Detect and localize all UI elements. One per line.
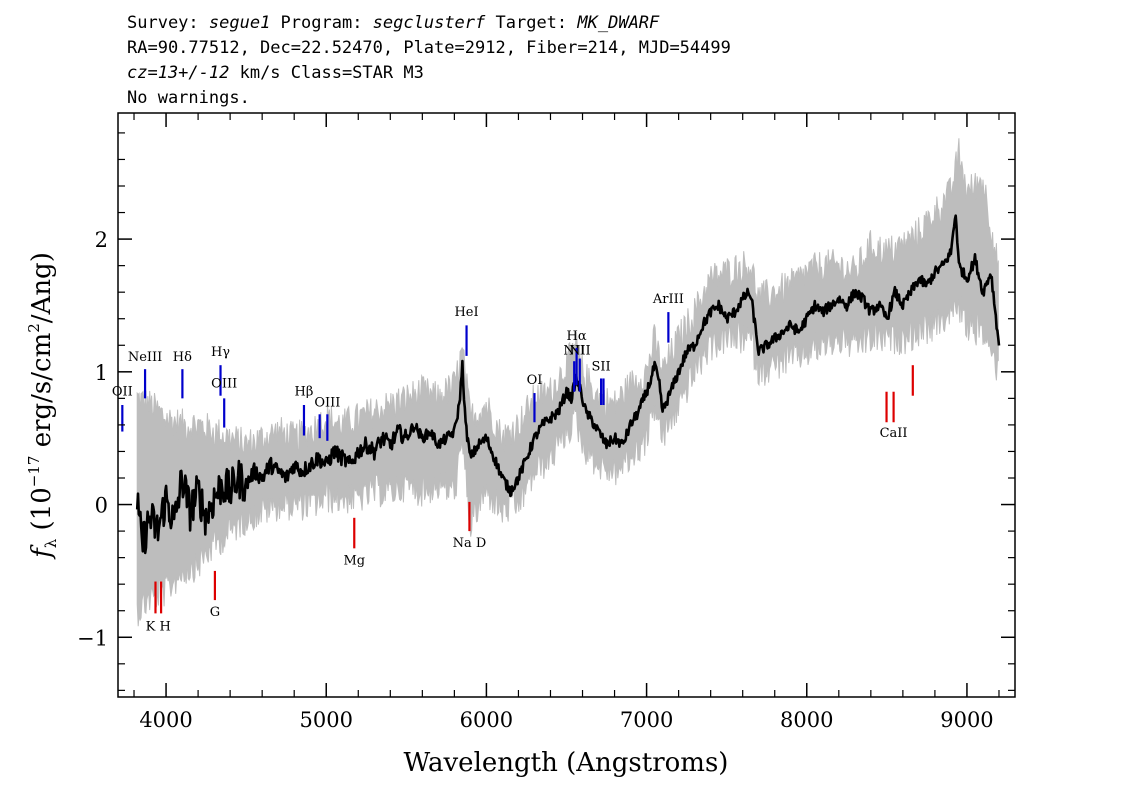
absorption-line-label: Na D <box>453 536 487 551</box>
emission-line-label: OIII <box>314 395 340 410</box>
emission-line-label: NeIII <box>128 350 162 365</box>
x-tick-label: 5000 <box>300 708 353 732</box>
x-tick-label: 8000 <box>780 708 833 732</box>
y-axis-label: fλ (10−17 erg/s/cm2/Ang) <box>25 252 60 560</box>
emission-line-label: ArIII <box>652 292 684 307</box>
absorption-line-label: K H <box>146 620 171 635</box>
emission-line-label: OIII <box>211 377 237 392</box>
emission-line-label: Hα <box>567 329 587 344</box>
emission-line-label: OII <box>112 385 133 400</box>
emission-line-label: NII <box>563 344 585 359</box>
y-tick-label: 2 <box>95 228 108 252</box>
plot-area <box>135 138 1001 627</box>
emission-line-label: NII <box>569 344 591 359</box>
absorption-line-label: G <box>210 605 220 620</box>
emission-line-label: SII <box>592 359 611 374</box>
x-tick-label: 6000 <box>460 708 513 732</box>
flux-line <box>135 214 1001 555</box>
header-line-4: No warnings. <box>127 88 250 108</box>
header-line-3: cz=13+/-12 km/s Class=STAR M3 <box>127 63 424 83</box>
x-tick-label: 4000 <box>139 708 192 732</box>
emission-line-label: Hγ <box>211 345 230 360</box>
y-tick-label: 1 <box>95 361 108 385</box>
emission-line-label: HeI <box>454 305 478 320</box>
x-tick-label: 7000 <box>620 708 673 732</box>
emission-line-label: Hβ <box>295 385 314 400</box>
emission-line-label: OI <box>527 373 543 388</box>
x-axis-label: Wavelength (Angstroms) <box>404 748 729 778</box>
header-line-2: RA=90.77512, Dec=22.52470, Plate=2912, F… <box>127 38 731 58</box>
plot-frame <box>117 112 1016 698</box>
y-tick-label: 0 <box>95 494 108 518</box>
header: Survey: segue1 Program: segclusterf Targ… <box>127 13 731 108</box>
absorption-line-label: Mg <box>343 553 365 568</box>
y-tick-label: −1 <box>77 626 108 650</box>
axis-ticks: 4000 5000 6000 7000 8000 9000 −1 0 1 2 <box>77 113 1015 732</box>
header-line-1: Survey: segue1 Program: segclusterf Targ… <box>127 13 660 33</box>
error-envelope <box>136 138 999 627</box>
x-tick-label: 9000 <box>940 708 993 732</box>
emission-line-label: Hδ <box>173 350 192 365</box>
absorption-line-label: CaII <box>880 426 908 441</box>
